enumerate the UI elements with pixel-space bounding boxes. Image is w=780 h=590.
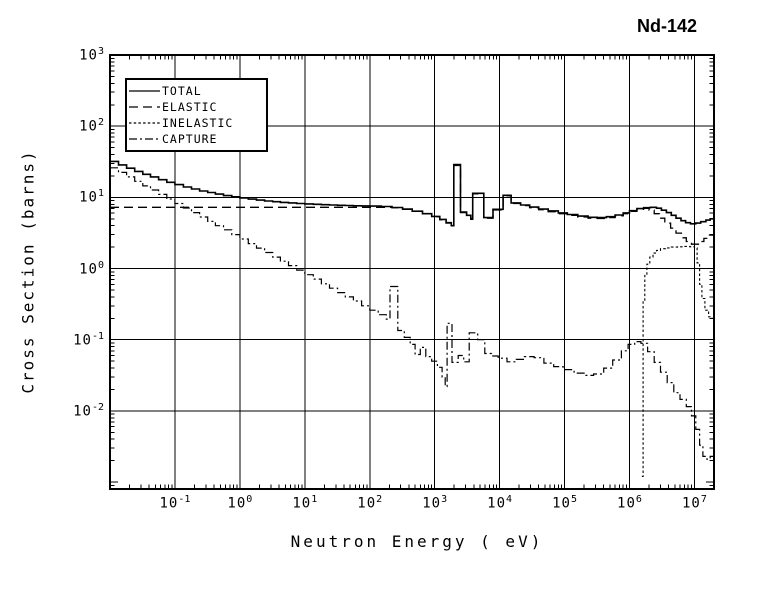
legend-label: CAPTURE: [162, 132, 218, 146]
y-tick-label: 10-1: [73, 330, 104, 349]
legend-label: INELASTIC: [162, 116, 234, 130]
curve-inelastic: [641, 245, 714, 478]
curves: [110, 160, 714, 478]
legend-line-sample: [129, 138, 160, 140]
x-tick-label: 107: [681, 494, 707, 512]
legend-label: ELASTIC: [162, 100, 218, 114]
y-axis-label: Cross Section (barns): [18, 149, 38, 394]
legend-line-sample: [129, 90, 160, 92]
x-axis-label: Neutron Energy ( eV): [290, 532, 544, 551]
legend-line-sample: [129, 106, 160, 108]
curve-elastic: [110, 164, 714, 245]
x-tick-label: 105: [552, 494, 577, 512]
legend-item-capture: CAPTURE: [127, 131, 266, 147]
y-tick-label: 103: [79, 46, 104, 64]
y-tick-label: 101: [79, 188, 104, 207]
curve-capture: [110, 167, 714, 460]
x-tick-label: 106: [617, 494, 642, 512]
axis-ticks: [109, 54, 715, 490]
page-title: Nd-142: [636, 16, 697, 36]
grid: [110, 55, 714, 489]
legend-item-total: TOTAL: [127, 83, 266, 99]
x-tick-label: 102: [357, 494, 383, 512]
legend-item-inelastic: INELASTIC: [127, 115, 266, 131]
x-tick-label: 101: [292, 494, 318, 512]
y-tick-label: 10-2: [73, 401, 104, 420]
legend-label: TOTAL: [162, 84, 202, 98]
y-tick-label: 100: [79, 259, 104, 278]
legend-line-sample: [129, 122, 160, 124]
x-tick-label: 103: [422, 494, 448, 512]
y-tick-label: 102: [79, 117, 104, 135]
x-tick-label: 104: [487, 494, 513, 512]
legend-item-elastic: ELASTIC: [127, 99, 266, 115]
x-tick-label: 10-1: [159, 494, 191, 512]
legend: TOTAL ELASTIC INELASTIC CAPTURE: [125, 78, 268, 152]
curve-total: [110, 160, 714, 227]
x-tick-label: 100: [227, 494, 253, 512]
